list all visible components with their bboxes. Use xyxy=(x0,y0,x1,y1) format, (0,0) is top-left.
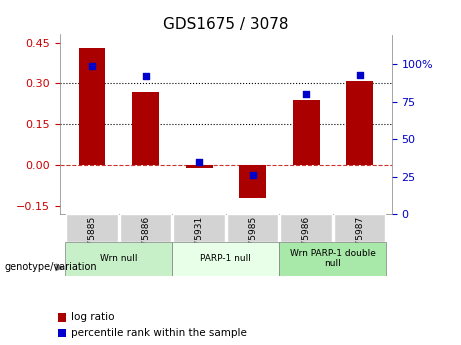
Point xyxy=(142,73,149,79)
Bar xyxy=(58,329,66,337)
Text: GSM75986: GSM75986 xyxy=(301,215,311,265)
Point xyxy=(356,72,363,78)
Bar xyxy=(79,48,106,165)
Text: Wrn PARP-1 double
null: Wrn PARP-1 double null xyxy=(290,249,376,268)
Text: GSM75985: GSM75985 xyxy=(248,215,257,265)
Point xyxy=(195,159,203,164)
Title: GDS1675 / 3078: GDS1675 / 3078 xyxy=(163,17,289,32)
Text: Wrn null: Wrn null xyxy=(100,254,137,263)
Bar xyxy=(132,91,159,165)
Text: PARP-1 null: PARP-1 null xyxy=(201,254,251,263)
Point xyxy=(249,172,256,178)
Text: genotype/variation: genotype/variation xyxy=(5,263,97,272)
Text: GSM75987: GSM75987 xyxy=(355,215,364,265)
Point xyxy=(302,91,310,97)
FancyBboxPatch shape xyxy=(66,214,118,242)
Point xyxy=(89,63,96,69)
Bar xyxy=(239,165,266,198)
Text: GSM75885: GSM75885 xyxy=(88,215,96,265)
FancyBboxPatch shape xyxy=(334,214,385,242)
Bar xyxy=(346,81,373,165)
Text: GSM75931: GSM75931 xyxy=(195,215,204,265)
Bar xyxy=(58,313,66,322)
Text: percentile rank within the sample: percentile rank within the sample xyxy=(71,328,248,338)
FancyBboxPatch shape xyxy=(280,214,332,242)
FancyBboxPatch shape xyxy=(120,214,171,242)
FancyBboxPatch shape xyxy=(227,214,278,242)
FancyBboxPatch shape xyxy=(173,214,225,242)
FancyBboxPatch shape xyxy=(279,241,386,276)
Bar xyxy=(186,165,213,168)
Text: log ratio: log ratio xyxy=(71,313,115,322)
FancyBboxPatch shape xyxy=(65,241,172,276)
FancyBboxPatch shape xyxy=(172,241,279,276)
Bar xyxy=(293,100,319,165)
Text: GSM75886: GSM75886 xyxy=(141,215,150,265)
